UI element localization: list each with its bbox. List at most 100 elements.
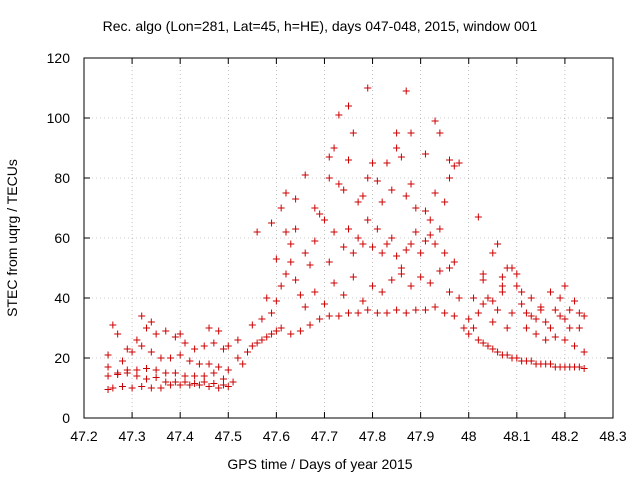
data-point [171,378,179,386]
data-point [489,345,497,353]
chart-title: Rec. algo (Lon=281, Lat=45, h=HE), days … [102,18,538,34]
data-point [191,345,199,353]
data-point [494,240,502,248]
data-point [152,374,160,381]
data-point [378,198,386,206]
data-point [503,264,511,272]
data-point [162,369,170,377]
y-tick-label: 40 [54,290,70,306]
y-tick-label: 60 [54,230,70,246]
data-point [527,357,535,365]
data-point [292,195,300,203]
data-point [455,159,463,167]
data-point [181,372,189,380]
data-point [421,207,429,215]
data-point [580,365,588,372]
data-point [167,354,175,362]
data-point [450,162,458,170]
data-point [200,342,208,350]
data-point [287,330,295,338]
data-point [345,309,352,317]
data-point [277,282,285,290]
data-point [373,225,381,233]
data-point [532,315,540,323]
data-point [268,219,276,227]
data-point [114,330,122,338]
data-point [479,270,487,278]
data-point [349,273,357,281]
data-point [143,365,151,372]
data-point [210,339,218,347]
data-point [167,381,175,389]
data-point [354,234,362,242]
data-point [508,309,516,317]
data-point [542,318,550,326]
data-point [138,342,146,350]
data-point [118,357,126,365]
data-point [296,291,304,299]
data-point [186,381,194,389]
data-point [109,321,117,329]
data-point [450,258,458,266]
data-point [162,327,170,335]
data-point [330,279,338,287]
data-point [359,240,367,248]
data-point [316,210,324,218]
data-point [474,213,482,221]
data-point [282,228,290,236]
data-point [258,336,266,344]
data-point [441,309,449,317]
data-point [325,153,333,161]
data-point [253,228,261,236]
data-point [445,174,453,182]
data-point [123,366,131,374]
data-point [373,309,381,317]
data-point [546,288,554,296]
data-point [513,270,521,278]
data-point [397,270,405,278]
data-point [239,360,247,368]
data-point [575,324,583,332]
data-point [349,129,357,137]
data-point [320,300,328,308]
data-point [147,318,155,326]
data-point [441,198,449,206]
data-point [325,174,333,182]
data-point [244,348,252,356]
data-point [128,384,136,392]
data-point [287,258,295,266]
x-tick-label: 47.5 [215,428,242,444]
data-point [191,372,199,380]
data-point [556,294,564,302]
data-point [436,129,444,137]
data-point [532,330,540,338]
data-point [292,276,300,284]
data-point [143,375,151,383]
data-point [364,216,372,224]
data-point [445,264,453,272]
data-point [417,273,425,281]
data-point [498,282,506,290]
data-point [195,381,203,389]
data-point [330,228,338,236]
data-point [316,315,324,323]
data-point [109,384,117,392]
data-point [133,366,141,374]
data-point [171,369,179,377]
data-point [263,294,271,302]
data-point [522,309,530,317]
x-tick-label: 47.4 [167,428,194,444]
data-point [571,297,579,305]
data-point [561,336,569,344]
data-point [450,312,458,320]
data-point [123,345,131,353]
data-point [268,330,276,338]
data-point [503,351,511,359]
data-point [527,312,535,320]
data-point [465,315,473,323]
data-point [301,303,309,311]
data-point [484,342,492,350]
data-point [445,156,453,164]
data-point [445,288,453,296]
data-point [580,348,588,356]
